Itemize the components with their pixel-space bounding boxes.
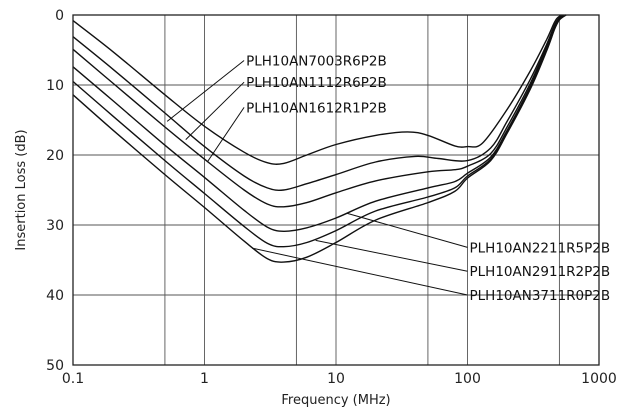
leader-line-5 — [315, 239, 468, 272]
y-tick-label: 50 — [46, 358, 64, 374]
series-line-2 — [72, 14, 567, 191]
series-label-3: PLH10AN1612R1P2B — [246, 100, 387, 116]
y-tick-label: 40 — [46, 288, 64, 304]
y-tick-label: 30 — [46, 218, 64, 234]
leader-line-1 — [166, 60, 245, 122]
series-label-4: PLH10AN2211R5P2B — [470, 240, 611, 256]
series-label-layer: PLH10AN7003R6P2B PLH10AN1112R6P2B PLH10AN1… — [246, 54, 610, 305]
x-tick-label: 100 — [454, 371, 481, 387]
leader-line-6 — [251, 247, 468, 296]
x-axis-label: Frequency (MHz) — [281, 393, 390, 408]
x-tick-label: 1 — [200, 371, 209, 387]
series-label-2: PLH10AN1112R6P2B — [246, 75, 387, 91]
tick-label-layer: 0.1 1 10 100 1000 0 10 20 30 40 50 — [46, 8, 617, 387]
leader-line-4 — [346, 212, 468, 248]
curve-layer — [72, 14, 567, 263]
series-line-6 — [72, 14, 567, 263]
leader-line-3 — [206, 107, 245, 163]
y-tick-label: 10 — [46, 78, 64, 94]
series-label-6: PLH10AN3711R0P2B — [470, 288, 611, 304]
y-axis-label: Insertion Loss (dB) — [14, 129, 29, 250]
x-tick-label: 1000 — [581, 371, 617, 387]
y-tick-label: 0 — [55, 8, 64, 24]
series-line-3 — [72, 14, 567, 208]
x-tick-label: 10 — [327, 371, 345, 387]
x-tick-label: 0.1 — [62, 371, 84, 387]
plot-frame — [72, 14, 600, 366]
series-label-1: PLH10AN7003R6P2B — [246, 54, 387, 70]
leader-layer — [166, 60, 468, 296]
y-tick-label: 20 — [46, 148, 64, 164]
series-label-5: PLH10AN2911R2P2B — [470, 264, 611, 280]
leader-line-2 — [185, 81, 245, 140]
series-line-1 — [72, 14, 567, 165]
